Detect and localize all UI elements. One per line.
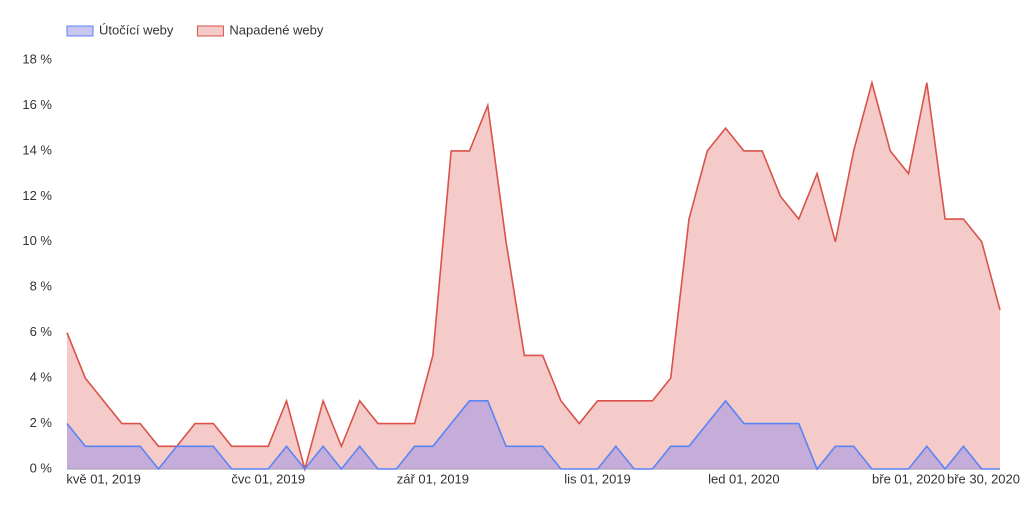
y-tick-label: 16 % [22,97,52,112]
y-tick-label: 10 % [22,233,52,248]
area [67,82,1000,469]
y-tick-label: 12 % [22,188,52,203]
x-tick-label: zář 01, 2019 [397,471,469,486]
x-tick-label: bře 30, 2020 [947,471,1020,486]
area [67,400,1000,469]
y-tick-label: 0 % [30,460,53,475]
legend-item: Napadené weby [196,22,324,37]
legend-label: Útočící weby [99,22,174,37]
line [66,79,1001,473]
legend-item: Útočící weby [66,22,174,37]
x-tick-label: kvě 01, 2019 [66,471,140,486]
legend-label: Napadené weby [229,22,323,37]
y-tick-label: 14 % [22,142,52,157]
y-tick-label: 6 % [30,324,53,339]
legend-swatch [66,25,94,37]
y-tick-label: 18 % [22,51,52,66]
y-tick-label: 4 % [30,370,53,385]
x-tick-label: lis 01, 2019 [564,471,631,486]
x-tick-label: led 01, 2020 [708,471,780,486]
line [66,399,1000,471]
y-tick-label: 2 % [30,415,53,430]
x-tick-label: bře 01, 2020 [872,471,945,486]
legend-swatch [196,25,224,37]
x-tick-label: čvc 01, 2019 [231,471,305,486]
y-tick-label: 8 % [30,279,53,294]
